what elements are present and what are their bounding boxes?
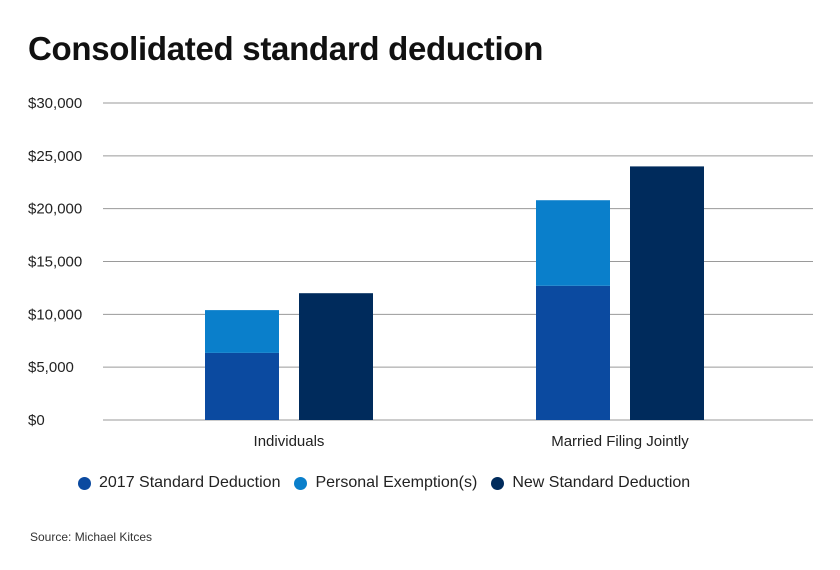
bar-old-series-0 [205, 352, 279, 420]
bar-new-series-2 [299, 293, 373, 420]
y-tick-label: $15,000 [28, 254, 82, 271]
bar-old-series-0 [536, 285, 610, 420]
bars [205, 166, 704, 420]
bar-old-series-1 [205, 310, 279, 353]
bar-old-series-1 [536, 200, 610, 286]
legend-label: New Standard Deduction [512, 474, 691, 491]
y-tick-label: $5,000 [28, 359, 74, 376]
bar-chart: $0 $5,000 $10,000 $15,000 $20,000 $25,000 $30,… [28, 95, 813, 450]
x-category-label: Individuals [254, 433, 325, 450]
legend-label: 2017 Standard Deduction [99, 474, 281, 491]
bar-new-series-2 [630, 166, 704, 420]
legend-label: Personal Exemption(s) [315, 474, 478, 491]
chart-title: Consolidated standard deduction [28, 30, 544, 67]
y-tick-label: $30,000 [28, 95, 82, 112]
y-tick-label: $10,000 [28, 306, 82, 323]
x-category-label: Married Filing Jointly [551, 433, 689, 450]
legend-item-new-standard: New Standard Deduction [491, 474, 690, 492]
legend-swatch [491, 476, 505, 490]
legend-swatch [294, 476, 308, 490]
legend-item-2017-standard: 2017 Standard Deduction [78, 474, 280, 492]
y-tick-label: $25,000 [28, 148, 82, 165]
y-tick-label: $20,000 [28, 201, 82, 218]
legend: 2017 Standard Deduction Personal Exempti… [78, 474, 704, 492]
legend-swatch [78, 476, 91, 490]
y-tick-label: $0 [28, 412, 45, 429]
source-note: Source: Michael Kitces [30, 530, 153, 544]
axis-labels: $0 $5,000 $10,000 $15,000 $20,000 $25,000 $30,… [28, 95, 689, 450]
legend-item-personal-exemption: Personal Exemption(s) [294, 474, 477, 492]
